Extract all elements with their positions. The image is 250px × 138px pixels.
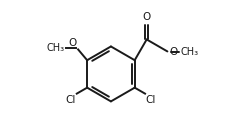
Text: CH₃: CH₃ — [181, 47, 199, 57]
Text: Cl: Cl — [146, 95, 156, 105]
Text: O: O — [68, 38, 77, 48]
Text: O: O — [142, 12, 151, 22]
Text: Cl: Cl — [66, 95, 76, 105]
Text: O: O — [169, 47, 177, 57]
Text: CH₃: CH₃ — [46, 43, 64, 53]
